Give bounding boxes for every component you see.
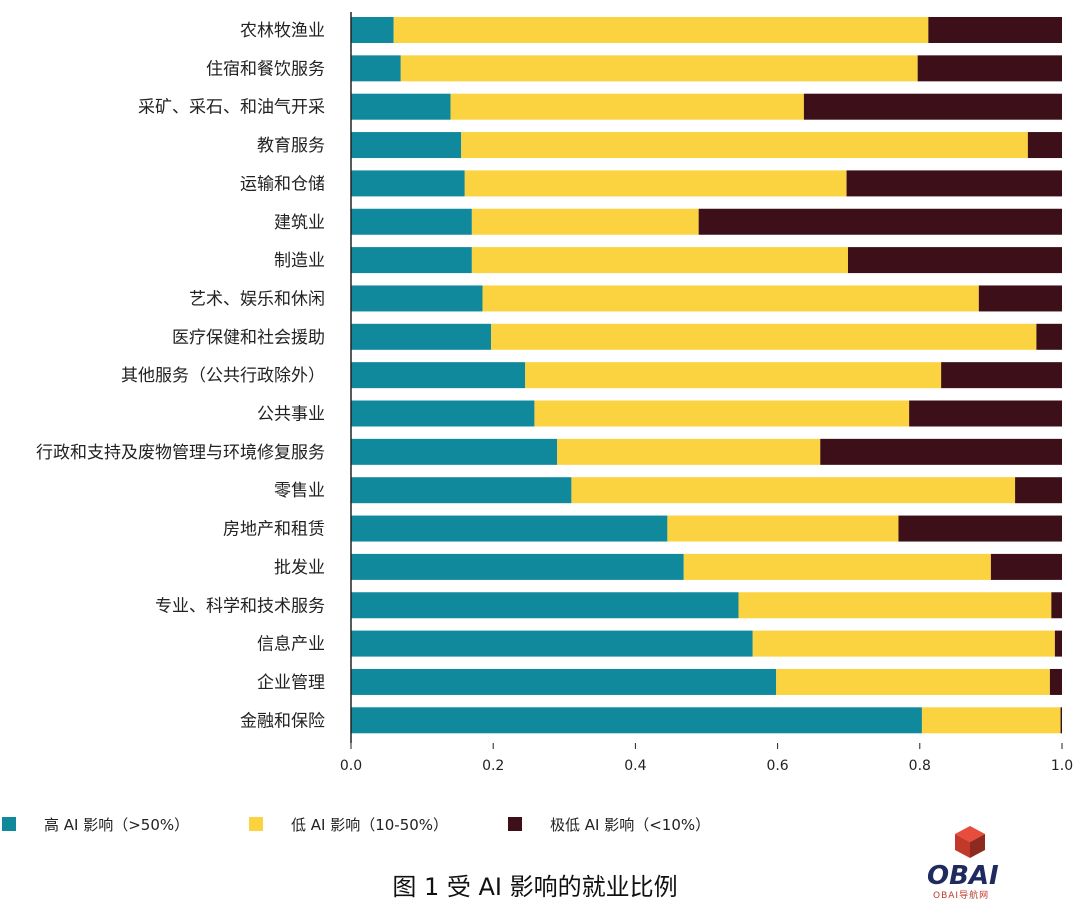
category-label: 教育服务 <box>257 136 325 156</box>
x-tick-label: 0.8 <box>909 758 931 774</box>
legend: 高 AI 影响（>50%） 低 AI 影响（10-50%） 极低 AI 影响（<10… <box>2 816 710 834</box>
bar-segment-16-series-1 <box>351 592 739 619</box>
x-tick-label: 1.0 <box>1051 758 1073 774</box>
bar-segment-13-series-1 <box>351 477 572 504</box>
x-tick-label: 0.2 <box>482 758 504 774</box>
bar-segment-5-series-1 <box>351 170 465 197</box>
x-tick-label: 0.6 <box>766 758 788 774</box>
legend-label-1: 高 AI 影响（>50%） <box>44 816 189 834</box>
bar-segment-15-series-2 <box>683 553 991 580</box>
logo-subtext: OBAI导航网 <box>933 889 989 901</box>
category-label: 企业管理 <box>257 673 325 693</box>
bar-segment-10-series-2 <box>525 362 942 389</box>
bar-segment-18-series-3 <box>1049 668 1062 695</box>
bar-segment-6-series-1 <box>351 208 472 235</box>
bar-segment-11-series-2 <box>534 400 910 427</box>
bar-segment-13-series-3 <box>1015 477 1062 504</box>
bar-segment-19-series-1 <box>351 707 922 734</box>
bar-segment-3-series-1 <box>351 93 451 120</box>
category-label: 运输和仓储 <box>240 174 325 194</box>
bar-segment-5-series-3 <box>846 170 1062 197</box>
category-label: 建筑业 <box>274 213 325 233</box>
bar-segment-2-series-2 <box>400 55 918 82</box>
bars-layer <box>351 17 1062 734</box>
bar-segment-4-series-2 <box>461 132 1028 159</box>
bar-segment-16-series-3 <box>1051 592 1062 619</box>
bar-segment-15-series-3 <box>990 553 1062 580</box>
bar-segment-5-series-2 <box>464 170 847 197</box>
cube-logo-icon <box>955 826 985 858</box>
category-label: 住宿和餐饮服务 <box>206 59 325 79</box>
legend-swatch-1 <box>2 817 16 831</box>
bar-segment-8-series-1 <box>351 285 483 312</box>
bar-segment-18-series-1 <box>351 668 777 695</box>
category-label: 零售业 <box>274 481 325 501</box>
bar-segment-10-series-3 <box>941 362 1062 389</box>
category-label: 医疗保健和社会援助 <box>172 328 325 348</box>
bar-segment-13-series-2 <box>571 477 1016 504</box>
category-label: 专业、科学和技术服务 <box>155 596 325 616</box>
bar-segment-7-series-1 <box>351 247 472 274</box>
bar-segment-16-series-2 <box>738 592 1052 619</box>
bar-segment-2-series-1 <box>351 55 401 82</box>
bar-segment-12-series-1 <box>351 438 558 465</box>
bar-segment-10-series-1 <box>351 362 526 389</box>
bar-segment-1-series-1 <box>351 17 394 43</box>
category-label: 制造业 <box>274 251 325 271</box>
bar-segment-4-series-3 <box>1027 132 1062 159</box>
category-label: 房地产和租赁 <box>223 520 325 540</box>
bar-segment-14-series-2 <box>667 515 899 542</box>
x-axis-ticks: 0.0 0.2 0.4 0.6 0.8 1.0 <box>340 743 1073 774</box>
bar-segment-19-series-3 <box>1060 707 1062 734</box>
category-label: 信息产业 <box>257 635 325 655</box>
legend-swatch-3 <box>508 817 522 831</box>
bar-segment-18-series-2 <box>776 668 1050 695</box>
bar-segment-1-series-2 <box>393 17 929 43</box>
bar-segment-9-series-2 <box>491 323 1037 350</box>
category-label: 农林牧渔业 <box>240 21 325 41</box>
legend-swatch-2 <box>249 817 263 831</box>
bar-segment-4-series-1 <box>351 132 462 159</box>
bar-segment-12-series-3 <box>820 438 1062 465</box>
logo-text: OBAI <box>927 861 999 891</box>
category-label: 艺术、娱乐和休闲 <box>189 289 325 309</box>
bar-segment-17-series-3 <box>1054 630 1062 657</box>
bar-segment-1-series-3 <box>928 17 1062 43</box>
x-tick-label: 0.0 <box>340 758 362 774</box>
bar-segment-3-series-3 <box>803 93 1062 120</box>
bar-segment-11-series-3 <box>909 400 1062 427</box>
category-label: 行政和支持及废物管理与环境修复服务 <box>36 443 325 463</box>
bar-segment-8-series-2 <box>482 285 979 312</box>
category-label: 金融和保险 <box>240 711 325 731</box>
x-tick-label: 0.4 <box>624 758 646 774</box>
bar-segment-9-series-3 <box>1036 323 1062 350</box>
legend-label-3: 极低 AI 影响（<10%） <box>550 816 710 834</box>
bar-segment-15-series-1 <box>351 553 684 580</box>
chart-caption: 图 1 受 AI 影响的就业比例 <box>392 873 677 901</box>
bar-segment-9-series-1 <box>351 323 492 350</box>
obai-logo: OBAI OBAI导航网 <box>927 826 999 901</box>
bar-segment-12-series-2 <box>557 438 821 465</box>
category-labels: 农林牧渔业住宿和餐饮服务采矿、采石、和油气开采教育服务运输和仓储建筑业制造业艺术… <box>36 21 325 731</box>
bar-segment-17-series-1 <box>351 630 753 657</box>
bar-segment-11-series-1 <box>351 400 535 427</box>
bar-segment-17-series-2 <box>752 630 1055 657</box>
bar-segment-19-series-2 <box>921 707 1061 734</box>
bar-segment-14-series-3 <box>898 515 1062 542</box>
bar-segment-2-series-3 <box>917 55 1062 82</box>
bar-segment-7-series-2 <box>471 247 848 274</box>
bar-segment-8-series-3 <box>978 285 1062 312</box>
category-label: 其他服务（公共行政除外） <box>121 366 325 386</box>
bar-segment-6-series-3 <box>698 208 1062 235</box>
bar-segment-6-series-2 <box>471 208 699 235</box>
bar-segment-3-series-2 <box>450 93 804 120</box>
category-label: 批发业 <box>274 558 325 578</box>
bar-segment-14-series-1 <box>351 515 668 542</box>
category-label: 公共事业 <box>257 405 325 425</box>
legend-label-2: 低 AI 影响（10-50%） <box>291 816 448 834</box>
bar-segment-7-series-3 <box>847 247 1062 274</box>
category-label: 采矿、采石、和油气开采 <box>138 98 325 118</box>
